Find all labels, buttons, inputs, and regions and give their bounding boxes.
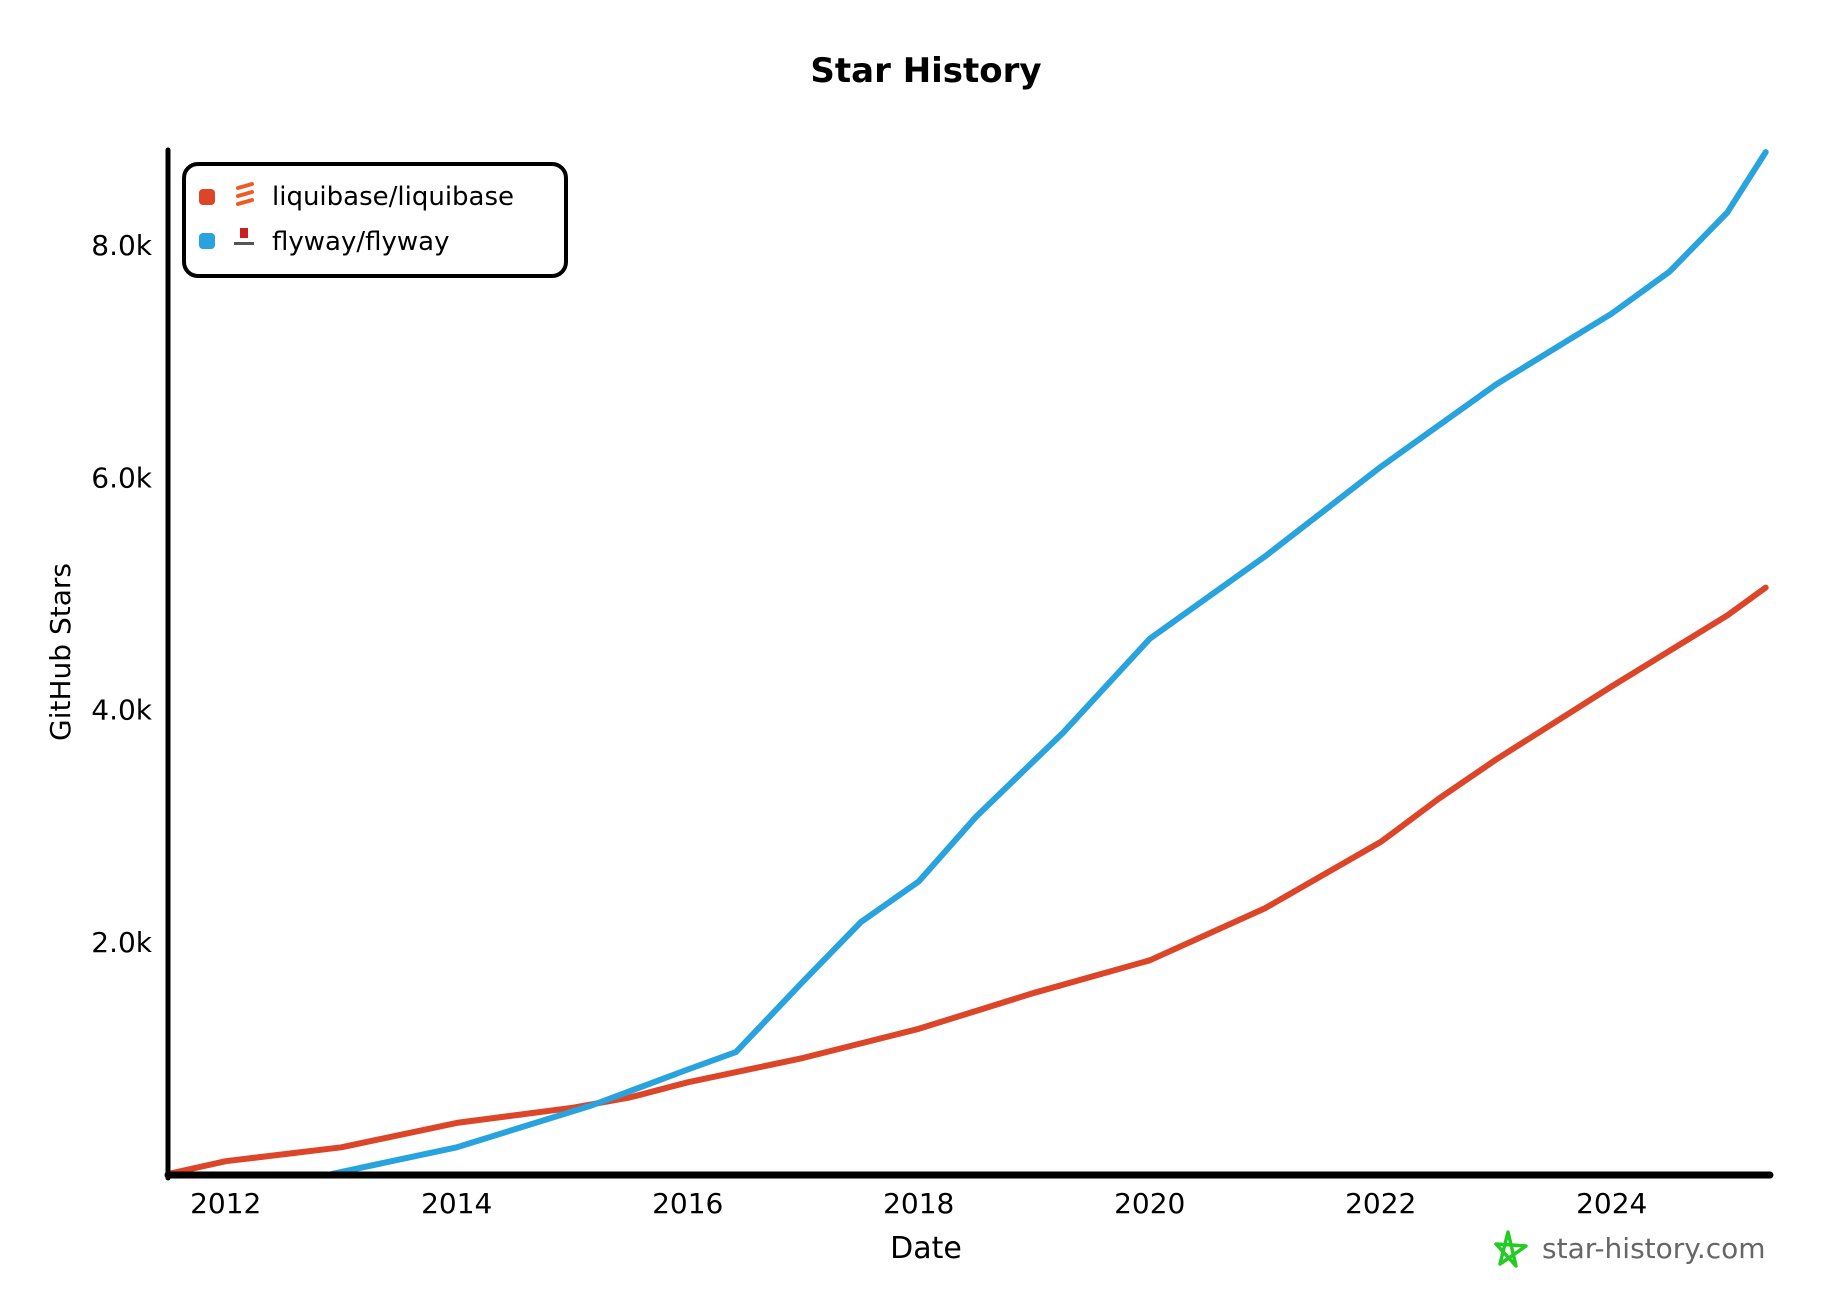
x-tick-label: 2022 — [1345, 1187, 1416, 1220]
x-tick-label: 2016 — [652, 1187, 723, 1220]
chart-title: Star History — [810, 51, 1041, 91]
y-axis-label: GitHub Stars — [44, 563, 77, 741]
watermark: star-history.com — [1494, 1230, 1766, 1268]
liquibase-logo-icon — [236, 182, 254, 206]
x-axis-label: Date — [890, 1231, 962, 1266]
y-tick-label: 4.0k — [91, 694, 153, 727]
y-tick-label: 6.0k — [91, 461, 153, 494]
series-line-liquibase — [165, 584, 1769, 1177]
series-line-flyway — [328, 149, 1769, 1177]
x-tick-label: 2024 — [1576, 1187, 1647, 1220]
legend-label-liquibase: liquibase/liquibase — [272, 182, 514, 212]
star-logo-icon — [1494, 1230, 1528, 1268]
x-tick-label: 2014 — [421, 1187, 492, 1220]
watermark-text: star-history.com — [1542, 1232, 1766, 1265]
y-tick-label: 8.0k — [91, 229, 153, 262]
legend-swatch-flyway — [199, 233, 215, 249]
flyway-logo-icon — [234, 228, 254, 245]
x-tick-label: 2020 — [1114, 1187, 1185, 1220]
x-tick-label: 2018 — [883, 1187, 954, 1220]
x-tick-label: 2012 — [190, 1187, 261, 1220]
y-tick-label: 2.0k — [91, 926, 153, 959]
legend-box — [182, 162, 568, 278]
legend: liquibase/liquibase flyway/flyway — [182, 162, 568, 278]
legend-label-flyway: flyway/flyway — [272, 227, 449, 257]
legend-swatch-liquibase — [199, 189, 215, 205]
